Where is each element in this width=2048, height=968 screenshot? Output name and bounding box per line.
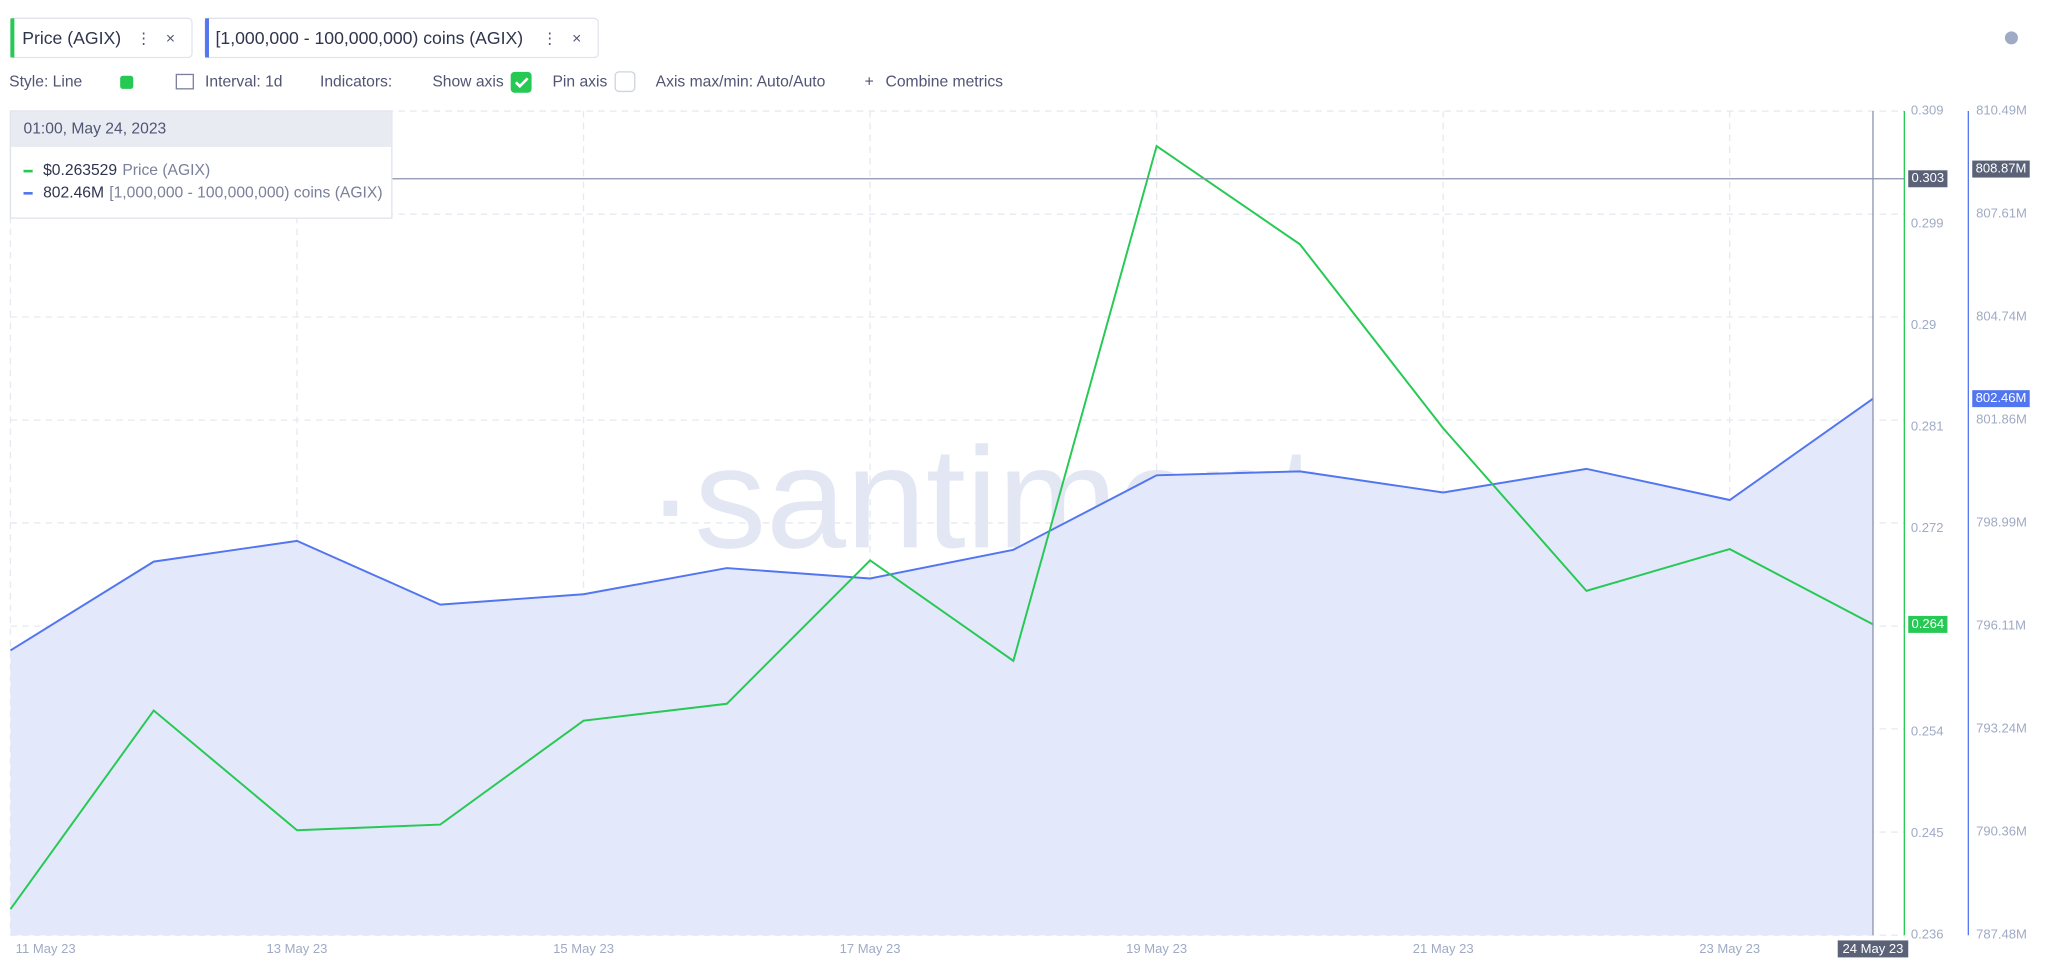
- tooltip-date: 01:00, May 24, 2023: [24, 120, 167, 137]
- close-icon[interactable]: ×: [572, 30, 581, 47]
- settings-dot[interactable]: [2004, 31, 2018, 45]
- color-picker[interactable]: [120, 75, 134, 89]
- axis-control[interactable]: Axis max/min: Auto/Auto: [656, 73, 826, 90]
- tooltip-name: [1,000,000 - 100,000,000) coins (AGIX): [109, 184, 382, 201]
- last-value-tag: [1908, 615, 1948, 633]
- y2-tick-label: 801.86M: [1976, 412, 2027, 427]
- checkbox[interactable]: [510, 71, 532, 93]
- y2-tick-label: 798.99M: [1976, 514, 2027, 529]
- y2-tick-label: 796.11M: [1976, 618, 2026, 633]
- y-tick-label: 0.272: [1911, 520, 1944, 535]
- tooltip-value: 802.46M: [43, 184, 104, 201]
- y2-tick-label: 793.24M: [1976, 720, 2027, 735]
- last-value-label: 802.46M: [1976, 390, 2027, 405]
- crosshair-value: 0.303: [1912, 170, 1945, 185]
- y-tick-label: 0.254: [1911, 723, 1944, 738]
- y-tick-label: 0.309: [1911, 102, 1944, 117]
- style-control[interactable]: Style: Line: [9, 73, 82, 90]
- x-tick-label: 13 May 23: [267, 941, 328, 956]
- indicators-control[interactable]: Indicators:: [320, 73, 392, 90]
- tab-color: [10, 18, 15, 58]
- line: [9, 397, 1874, 652]
- x-tick-label: 23 May 23: [1699, 941, 1760, 956]
- y2-tick-label: 790.36M: [1976, 823, 2027, 838]
- y2-tick-label: 810.49M: [1976, 102, 2027, 117]
- x-tick-label: 19 May 23: [1126, 941, 1187, 956]
- tooltip-row: $0.263529 Price (AGIX): [43, 162, 210, 179]
- tab-label: [1,000,000 - 100,000,000) coins (AGIX): [216, 28, 524, 48]
- y2-tick-label: 804.74M: [1976, 308, 2027, 323]
- crosshair-tag: [1908, 170, 1948, 188]
- last-value-label: 0.264: [1912, 616, 1945, 631]
- x-tick-label: 11 May 23: [16, 941, 76, 956]
- y-tick-label: 0.236: [1911, 927, 1944, 942]
- plus-icon: +: [865, 73, 874, 90]
- menu-icon[interactable]: ⋮: [542, 30, 558, 47]
- calendar-icon: [175, 73, 194, 90]
- plot: ·santiment·787.48M790.36M793.24M796.11M7…: [9, 102, 2030, 958]
- line: [9, 144, 1874, 910]
- tooltip-row: 802.46M [1,000,000 - 100,000,000) coins (…: [43, 184, 382, 201]
- pin-axis-control[interactable]: Pin axis: [552, 73, 607, 90]
- interval-control[interactable]: Interval: 1d: [205, 73, 282, 90]
- tooltip-name: Price (AGIX): [122, 162, 210, 179]
- show-axis-control[interactable]: Show axis: [432, 73, 504, 90]
- y-tick-label: 0.29: [1911, 317, 1936, 332]
- checkbox[interactable]: [614, 71, 636, 93]
- combine-control[interactable]: Combine metrics: [886, 73, 1004, 90]
- y-tick-label: 0.299: [1911, 215, 1944, 230]
- tooltip-value: $0.263529: [43, 162, 117, 179]
- x-tick-label: 21 May 23: [1413, 941, 1474, 956]
- x-tag: [1837, 940, 1909, 958]
- crosshair-value: 808.87M: [1976, 161, 2027, 176]
- last-value-tag: [1972, 390, 2030, 408]
- y-tick-label: 0.245: [1911, 825, 1944, 840]
- tooltip-header: [11, 111, 392, 147]
- x-tag-label: 24 May 23: [1843, 941, 1904, 956]
- tooltip: 01:00, May 24, 2023 $0.263529 Price (AGIX)…: [9, 110, 393, 219]
- x-tick-label: 15 May 23: [553, 941, 614, 956]
- checkmark: [514, 77, 529, 89]
- x-tick-label: 17 May 23: [840, 941, 901, 956]
- tab-color: [205, 18, 209, 58]
- y-tick-label: 0.281: [1911, 419, 1944, 434]
- y2-tick-label: 807.61M: [1976, 206, 2027, 221]
- menu-icon[interactable]: ⋮: [136, 30, 152, 47]
- crosshair-tag: [1972, 160, 2030, 178]
- area: [10, 398, 1873, 936]
- close-icon[interactable]: ×: [166, 30, 175, 47]
- tab-label: Price (AGIX): [22, 28, 121, 48]
- y2-tick-label: 787.48M: [1976, 927, 2027, 942]
